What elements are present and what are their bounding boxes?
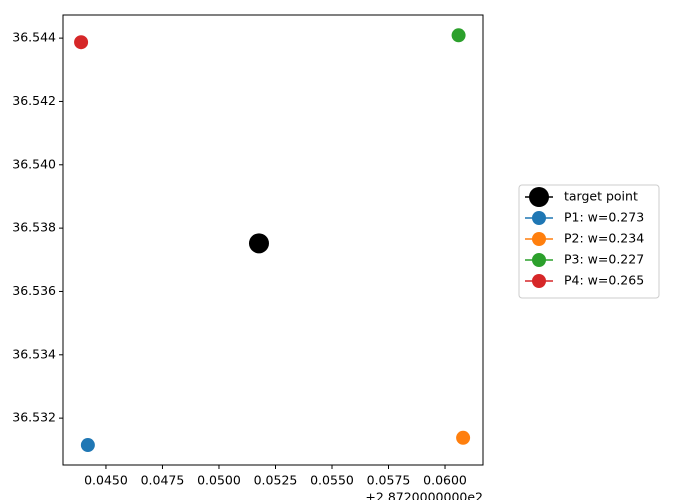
legend-label: P2: w=0.234 — [564, 231, 644, 246]
legend-marker — [532, 232, 546, 246]
point — [80, 438, 95, 453]
x-tick-label: 0.0500 — [197, 473, 241, 488]
x-tick-label: 0.0450 — [84, 473, 128, 488]
legend-label: P4: w=0.265 — [564, 273, 644, 288]
legend-marker — [532, 274, 546, 288]
y-tick-label: 36.542 — [12, 93, 56, 108]
y-tick-label: 36.538 — [12, 220, 56, 235]
legend-marker — [532, 211, 546, 225]
legend-label: P1: w=0.273 — [564, 210, 644, 225]
legend-marker — [532, 253, 546, 267]
point — [451, 28, 466, 43]
y-tick-label: 36.534 — [12, 346, 56, 361]
axes-frame — [62, 14, 484, 466]
legend-marker — [529, 187, 549, 207]
x-tick-label: 0.0575 — [367, 473, 411, 488]
y-tick-label: 36.532 — [12, 410, 56, 425]
x-tick-label: 0.0525 — [254, 473, 298, 488]
point — [456, 430, 471, 445]
x-tick-label: 0.0475 — [141, 473, 185, 488]
point — [74, 35, 89, 50]
x-tick-label: 0.0550 — [310, 473, 354, 488]
legend-box — [518, 184, 660, 299]
legend-label: P3: w=0.227 — [564, 252, 644, 267]
y-tick-label: 36.540 — [12, 156, 56, 171]
legend-label: target point — [564, 189, 638, 204]
point — [248, 233, 269, 254]
x-tick-label: 0.0600 — [423, 473, 467, 488]
x-offset-text: +2.8720000000e2 — [365, 490, 483, 500]
y-tick-label: 36.536 — [12, 283, 56, 298]
y-tick-label: 36.544 — [12, 30, 56, 45]
